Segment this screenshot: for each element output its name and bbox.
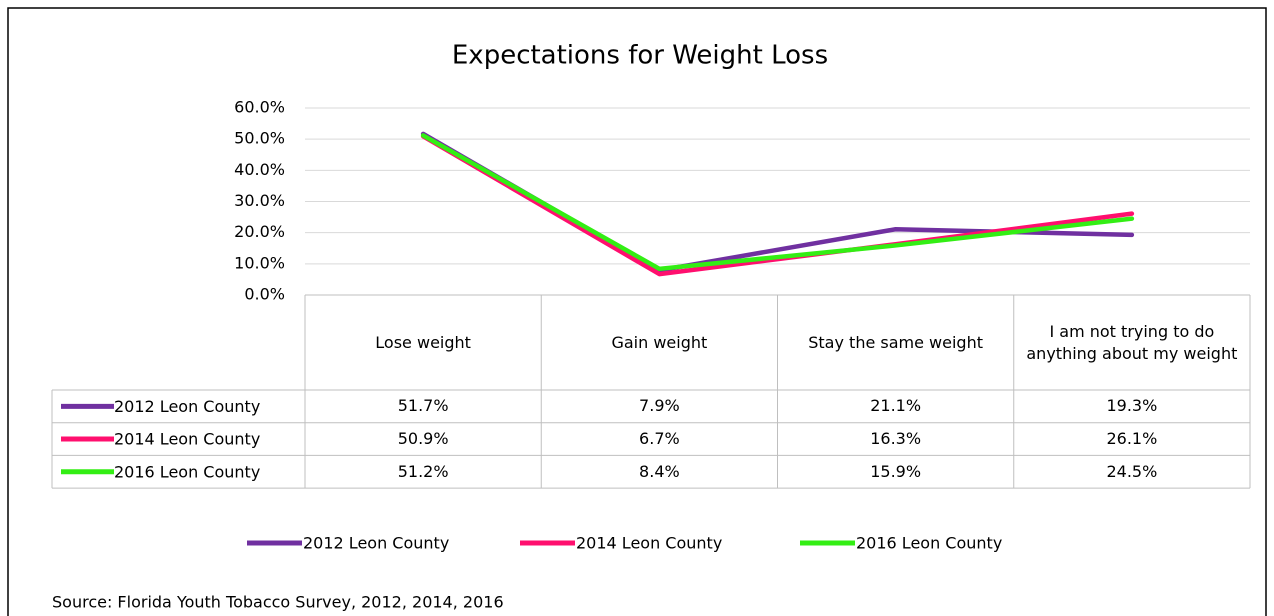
data-line [420, 131, 1135, 273]
table-cell: 7.9% [639, 396, 680, 416]
legend-label: 2012 Leon County [303, 534, 449, 553]
table-cell: 50.9% [397, 429, 449, 449]
table-cell: 6.7% [639, 429, 680, 449]
table-cell: 24.5% [1106, 461, 1158, 481]
y-tick-label: 50.0% [234, 129, 285, 148]
table-cell: 51.7% [397, 396, 449, 416]
row-header: 2016 Leon County [114, 462, 260, 481]
table-cell: Stay the same weight [808, 332, 983, 352]
table-cell: 15.9% [870, 461, 922, 481]
legend-label: 2016 Leon County [856, 534, 1002, 553]
chart-border [7, 7, 1267, 616]
table-cell: 8.4% [639, 461, 680, 481]
data-line [420, 134, 1135, 277]
table-cell: 19.3% [1106, 396, 1158, 416]
y-tick-label: 10.0% [234, 253, 285, 272]
y-tick-label: 40.0% [234, 160, 285, 179]
row-header: 2014 Leon County [114, 430, 260, 449]
table-cell: Gain weight [611, 332, 708, 352]
table-cell: 26.1% [1106, 429, 1158, 449]
y-tick-label: 60.0% [234, 98, 285, 117]
y-tick-label: 20.0% [234, 222, 285, 241]
table-cell: I am not trying to do anything about my … [1026, 321, 1238, 363]
chart-title: Expectations for Weight Loss [452, 41, 828, 71]
table-cell: 21.1% [870, 396, 922, 416]
table-cell: 51.2% [397, 461, 449, 481]
row-header: 2012 Leon County [114, 397, 260, 416]
legend-label: 2014 Leon County [576, 534, 722, 553]
y-tick-label: 0.0% [244, 285, 285, 304]
table-cell: Lose weight [375, 332, 471, 352]
source-note: Source: Florida Youth Tobacco Survey, 20… [52, 593, 504, 612]
y-tick-label: 30.0% [234, 191, 285, 210]
table-cell: 16.3% [870, 429, 922, 449]
data-line [420, 133, 1135, 272]
